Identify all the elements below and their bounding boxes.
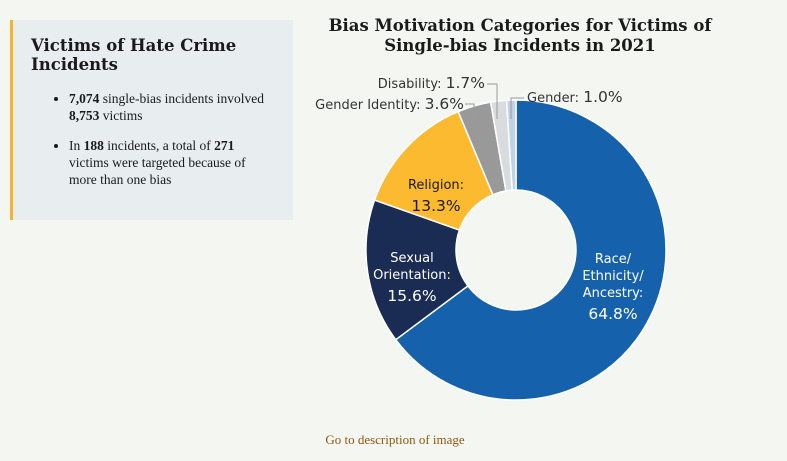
- summary-bullet-incidents: 7,074 single-bias incidents involved 8,7…: [69, 90, 275, 124]
- slice-race-ethnicity-ancestry: [394, 99, 667, 401]
- slice-value-label: 15.6%: [387, 287, 436, 305]
- leader-line: [465, 103, 475, 120]
- outer-slice-label: Disability: 1.7%: [378, 74, 485, 92]
- slice-sexual-orientation: [365, 199, 469, 341]
- slice-label: Race/: [595, 252, 632, 267]
- slice-label: Ethnicity/: [582, 269, 644, 284]
- slice-label: Ancestry:: [583, 286, 644, 301]
- slice-label: Orientation:: [373, 268, 451, 283]
- summary-title: Victims of Hate Crime Incidents: [31, 36, 237, 74]
- slice-label: Sexual: [390, 251, 434, 266]
- multibias-incident-count: 188: [83, 138, 104, 153]
- summary-list: 7,074 single-bias incidents involved 8,7…: [31, 90, 275, 188]
- slice-religion: [373, 110, 494, 231]
- image-description-link[interactable]: Go to description of image: [325, 432, 465, 447]
- summary-bullet-multibias: In 188 incidents, a total of 271 victims…: [69, 137, 275, 188]
- leader-line: [487, 83, 498, 119]
- outer-slice-label: Gender Identity: 3.6%: [315, 95, 464, 113]
- outer-slice-label: Gender: 1.0%: [527, 88, 623, 106]
- multibias-victim-count: 271: [214, 138, 235, 153]
- chart-title: Bias Motivation Categories for Victims o…: [328, 16, 712, 55]
- slice-value-label: 13.3%: [411, 197, 460, 215]
- leader-line: [510, 97, 524, 119]
- slice-gender: [505, 99, 517, 191]
- summary-panel: Victims of Hate Crime Incidents 7,074 si…: [10, 20, 293, 220]
- slice-value-label: 64.8%: [588, 305, 637, 323]
- victim-count: 8,753: [69, 108, 100, 123]
- slice-label: Religion:: [408, 178, 464, 193]
- incident-count: 7,074: [69, 91, 100, 106]
